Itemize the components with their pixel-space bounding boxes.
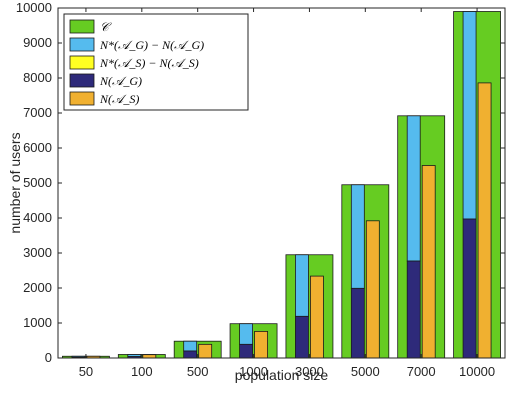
x-tick-label: 5000 — [351, 364, 380, 379]
y-tick-label: 6000 — [23, 140, 52, 155]
bar-nstar-g-diff-5000 — [350, 184, 365, 289]
bar-n-s-3000 — [310, 275, 324, 359]
y-tick-label: 5000 — [23, 175, 52, 190]
bar-n-g-1000 — [239, 343, 253, 359]
bar-n-s-5000 — [365, 220, 380, 359]
legend: 𝒞N*(𝒜_G) − N(𝒜_G)N*(𝒜_S) − N(𝒜_S)N(𝒜_G)N… — [63, 13, 249, 111]
x-tick-label: 100 — [131, 364, 153, 379]
y-ticks-group: 0 1000 2000 3000 4000 5000 6000 7000 8000 9000 100… — [16, 0, 505, 365]
y-tick-label: 7000 — [23, 105, 52, 120]
y-tick-label: 2000 — [23, 280, 52, 295]
bar-n-s-10000 — [477, 82, 492, 359]
legend-swatch — [69, 55, 95, 70]
bar-n-s-7000 — [421, 165, 436, 359]
x-tick-label: 1000 — [239, 364, 268, 379]
bar-nstar-g-diff-3000 — [295, 254, 309, 317]
y-tick-label: 3000 — [23, 245, 52, 260]
bar-n-g-10000 — [462, 218, 477, 359]
legend-box — [63, 13, 249, 111]
bar-n-s-1000 — [254, 330, 268, 359]
legend-label: N*(𝒜_S) − N(𝒜_S) — [99, 56, 199, 70]
legend-swatch — [69, 91, 95, 106]
y-tick-label: 8000 — [23, 70, 52, 85]
bar-n-g-3000 — [295, 315, 309, 359]
legend-label: N*(𝒜_G) − N(𝒜_G) — [99, 38, 204, 52]
bar-c-7000 — [397, 115, 446, 359]
bar-c-10000 — [453, 11, 501, 359]
x-tick-label: 3000 — [295, 364, 324, 379]
legend-label: N(𝒜_S) — [99, 92, 139, 106]
y-tick-label: 1000 — [23, 315, 52, 330]
x-tick-label: 500 — [187, 364, 209, 379]
bar-nstar-g-diff-7000 — [406, 115, 421, 262]
bar-nstar-g-diff-500 — [183, 340, 198, 352]
bar-n-g-500 — [183, 350, 198, 359]
bar-n-g-7000 — [406, 260, 421, 359]
bar-n-s-500 — [198, 343, 213, 359]
y-tick-label: 4000 — [23, 210, 52, 225]
x-tick-label: 50 — [79, 364, 93, 379]
legend-label: N(𝒜_G) — [99, 74, 142, 88]
legend-swatch — [69, 37, 95, 52]
bars-group — [62, 11, 501, 359]
y-tick-label: 10000 — [16, 0, 52, 15]
y-tick-label: 9000 — [23, 35, 52, 50]
x-axis-label: population size — [235, 367, 329, 383]
y-axis-label: number of users — [7, 132, 23, 233]
bar-c-1000 — [229, 323, 278, 359]
bar-nstar-g-diff-10000 — [462, 11, 477, 220]
bar-c-3000 — [285, 254, 334, 359]
bar-nstar-g-diff-1000 — [239, 323, 253, 345]
x-ticks-group: 50 100 500 1000 3000 5000 7000 10000 — [79, 8, 495, 379]
x-tick-label: 10000 — [459, 364, 495, 379]
x-tick-label: 7000 — [407, 364, 436, 379]
bar-n-g-5000 — [350, 287, 365, 359]
bar-c-5000 — [341, 184, 390, 359]
legend-swatch — [69, 19, 95, 34]
legend-swatch — [69, 73, 95, 88]
y-tick-label: 0 — [45, 350, 52, 365]
